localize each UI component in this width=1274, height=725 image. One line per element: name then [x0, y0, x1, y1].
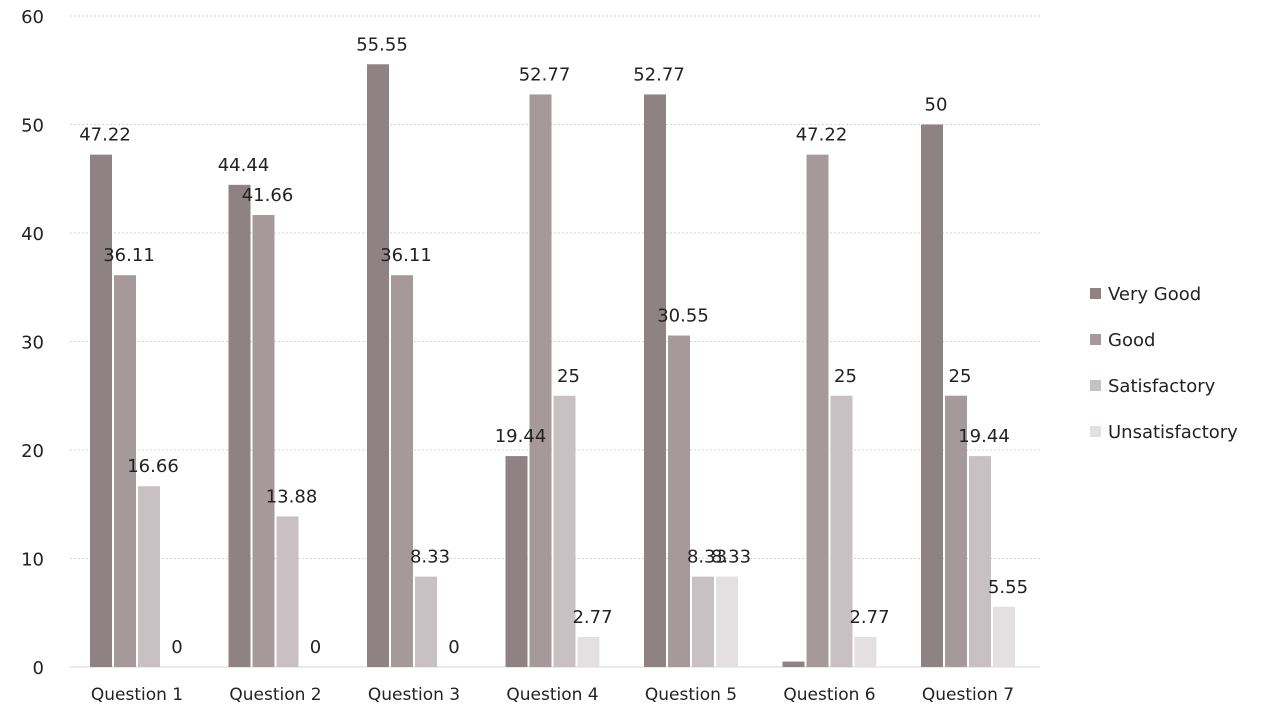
legend-label: Good: [1108, 330, 1155, 351]
y-tick-label: 60: [21, 7, 44, 28]
y-tick-label: 10: [21, 550, 44, 571]
bar-good: [391, 275, 413, 667]
legend: Very Good Good Satisfactory Unsatisfactory: [1090, 284, 1238, 443]
bar-unsatisfactory: [577, 636, 600, 667]
data-label: 55.55: [356, 34, 408, 55]
legend-swatch: [1090, 288, 1101, 299]
data-labels: 47.22 36.11 16.66 0 44.44 41.66 13.88 0 55.55 36.…: [79, 34, 1028, 658]
data-label: 50: [925, 95, 948, 116]
bar-very-good: [505, 456, 528, 667]
data-label: 41.66: [242, 185, 294, 206]
data-label: 25: [834, 366, 857, 387]
bar-good: [529, 94, 552, 668]
bar-unsatisfactory: [993, 606, 1015, 667]
bar-very-good: [921, 124, 943, 667]
data-label: 52.77: [519, 64, 571, 85]
x-category-label: Question 6: [783, 685, 875, 705]
bar-very-good: [228, 184, 251, 668]
bar-very-good: [782, 661, 805, 667]
y-tick-label: 0: [33, 658, 44, 679]
legend-swatch: [1090, 334, 1101, 345]
data-label: 25: [949, 366, 972, 387]
data-label: 19.44: [958, 426, 1010, 447]
x-category-label: Question 3: [368, 685, 460, 705]
bar-satisfactory: [969, 456, 991, 667]
x-axis: Question 1 Question 2 Question 3 Question 4…: [91, 685, 1014, 705]
legend-label: Satisfactory: [1108, 376, 1216, 397]
data-label: 16.66: [127, 456, 179, 477]
data-label: 36.11: [103, 245, 155, 266]
legend-swatch: [1090, 380, 1101, 391]
bar-very-good: [90, 154, 112, 668]
bar-satisfactory: [692, 576, 714, 667]
data-label: 0: [310, 637, 321, 658]
data-label: 0: [448, 637, 459, 658]
x-category-label: Question 2: [229, 685, 321, 705]
x-category-label: Question 5: [645, 685, 737, 705]
data-label: 47.22: [796, 125, 848, 146]
y-tick-label: 30: [21, 333, 44, 354]
x-category-label: Question 4: [506, 685, 598, 705]
data-label: 2.77: [572, 607, 612, 628]
bar-good: [668, 335, 690, 667]
y-axis: 0 10 20 30 40 50 60: [21, 7, 44, 679]
bar-good: [806, 154, 829, 668]
bar-satisfactory: [138, 486, 160, 667]
bar-very-good: [367, 64, 389, 668]
data-label: 8.33: [711, 547, 751, 568]
y-tick-label: 50: [21, 116, 44, 137]
bar-very-good: [644, 94, 666, 668]
bar-satisfactory: [415, 576, 437, 667]
data-label: 25: [557, 366, 580, 387]
bar-unsatisfactory: [854, 636, 877, 667]
y-tick-label: 20: [21, 441, 44, 462]
data-label: 2.77: [849, 607, 889, 628]
legend-swatch: [1090, 426, 1101, 437]
x-category-label: Question 1: [91, 685, 183, 705]
data-label: 30.55: [657, 306, 709, 327]
x-category-label: Question 7: [922, 685, 1014, 705]
bar-good: [252, 214, 275, 667]
data-label: 13.88: [266, 486, 318, 507]
bar-series: [90, 64, 1015, 668]
data-label: 5.55: [988, 577, 1028, 598]
legend-label: Very Good: [1108, 284, 1201, 305]
data-label: 47.22: [79, 125, 131, 146]
data-label: 36.11: [380, 245, 432, 266]
bar-satisfactory: [830, 395, 853, 667]
bar-unsatisfactory: [716, 576, 738, 667]
bar-good: [114, 275, 136, 667]
bar-satisfactory: [553, 395, 576, 667]
legend-label: Unsatisfactory: [1108, 422, 1238, 443]
data-label: 52.77: [633, 64, 685, 85]
data-label: 8.33: [410, 547, 450, 568]
y-tick-label: 40: [21, 224, 44, 245]
bar-good: [945, 395, 967, 667]
bar-satisfactory: [276, 516, 299, 667]
data-label: 19.44: [495, 426, 547, 447]
data-label: 8.33: [687, 547, 727, 568]
data-label: 0: [171, 637, 182, 658]
data-label: 44.44: [218, 155, 270, 176]
